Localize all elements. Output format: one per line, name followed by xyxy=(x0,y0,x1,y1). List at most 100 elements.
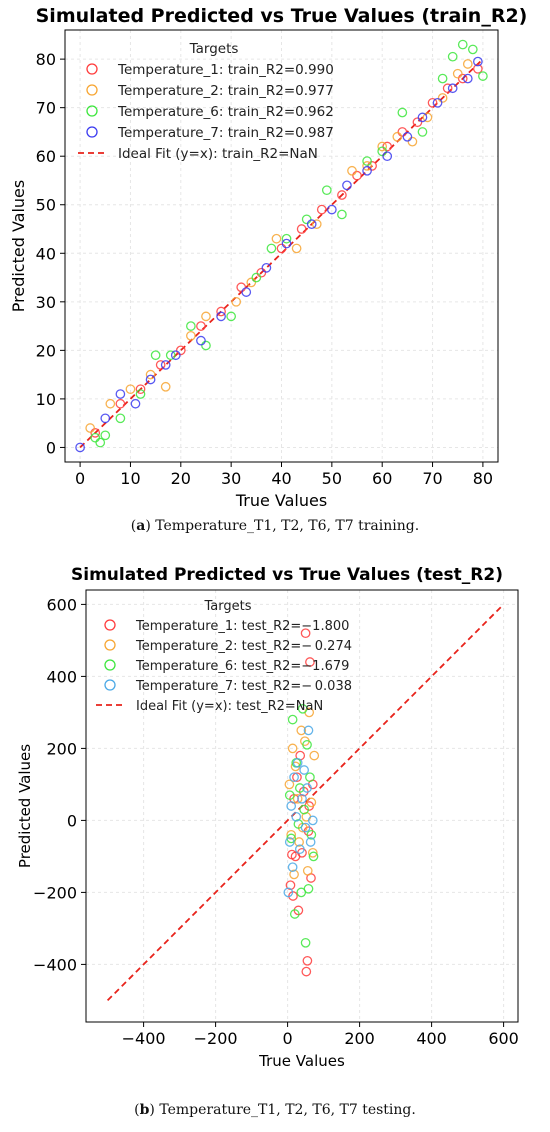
data-point-temperature-6 xyxy=(303,883,314,894)
x-tick-label: 10 xyxy=(120,469,140,488)
data-point-temperature-7 xyxy=(342,180,352,191)
chart-title: Simulated Predicted vs True Values (trai… xyxy=(36,5,528,27)
y-tick-label: 70 xyxy=(36,99,56,118)
data-point-temperature-7 xyxy=(261,262,272,273)
data-point-temperature-1 xyxy=(292,772,302,783)
data-point-temperature-2 xyxy=(392,131,403,142)
data-point-temperature-6 xyxy=(284,790,295,801)
data-point-temperature-6 xyxy=(457,39,468,50)
data-point-temperature-1 xyxy=(337,190,347,200)
data-point-temperature-2 xyxy=(287,743,298,754)
legend-marker xyxy=(86,105,98,117)
data-point-temperature-6 xyxy=(135,389,146,399)
legend: Targets Temperature_1: test_R2=−1.800 Temp… xyxy=(96,599,352,714)
y-tick-label: 400 xyxy=(46,667,77,686)
x-tick-label: 600 xyxy=(488,1029,519,1048)
training-chart: Simulated Predicted vs True Values (trai… xyxy=(0,0,550,510)
testing-chart: Simulated Predicted vs True Values (test… xyxy=(0,560,550,1070)
data-point-temperature-7 xyxy=(382,151,393,162)
y-axis-label: Predicted Values xyxy=(16,744,34,868)
legend: Targets Temperature_1: train_R2=0.990 Temp… xyxy=(78,41,334,162)
y-tick-label: 30 xyxy=(36,293,56,312)
x-tick-label: 40 xyxy=(271,469,291,488)
data-point-temperature-2 xyxy=(85,423,96,433)
legend-entry: Temperature_2: test_R2=− 0.274 xyxy=(135,639,352,654)
data-point-temperature-1 xyxy=(285,880,296,891)
data-point-temperature-1 xyxy=(90,428,101,438)
data-point-temperature-1 xyxy=(196,321,206,331)
data-point-temperature-6 xyxy=(337,209,347,220)
data-point-temperature-6 xyxy=(467,44,478,55)
data-point-temperature-7_test xyxy=(300,822,311,833)
data-point-temperature-1 xyxy=(135,384,146,395)
data-point-temperature-7_test xyxy=(302,783,312,793)
data-point-temperature-2 xyxy=(145,369,156,380)
legend-entry: Temperature_6: train_R2=0.962 xyxy=(117,104,334,120)
legend-marker xyxy=(104,639,116,651)
x-tick-label: 80 xyxy=(473,469,493,488)
data-point-temperature-6 xyxy=(100,430,111,441)
x-tick-label: 200 xyxy=(344,1029,375,1048)
data-point-temperature-2 xyxy=(246,277,257,288)
y-tick-label: 600 xyxy=(46,595,77,614)
data-point-temperature-2 xyxy=(292,793,303,804)
caption-a-text: Temperature_T1, T2, T6, T7 training. xyxy=(155,518,420,534)
data-point-temperature-1 xyxy=(427,97,438,108)
data-point-temperature-1 xyxy=(115,398,126,409)
data-point-temperature-1 xyxy=(305,657,315,667)
y-axis-label: Predicted Values xyxy=(9,180,28,312)
y-tick-label: −400 xyxy=(33,955,77,974)
data-point-temperature-1 xyxy=(442,83,453,94)
data-point-temperature-6 xyxy=(165,350,176,361)
data-point-temperature-2 xyxy=(311,219,322,230)
data-point-temperature-6 xyxy=(478,71,488,81)
data-point-temperature-2 xyxy=(294,837,304,847)
data-point-temperature-6 xyxy=(287,714,298,725)
data-point-temperature-6 xyxy=(300,937,311,948)
data-point-temperature-7_test xyxy=(307,815,318,826)
data-point-temperature-1 xyxy=(236,282,247,293)
data-point-temperature-2 xyxy=(271,233,282,244)
data-point-temperature-2 xyxy=(462,59,473,69)
data-point-temperature-1 xyxy=(397,127,408,137)
data-point-temperature-7 xyxy=(75,442,85,453)
data-point-temperature-7_test xyxy=(303,725,314,736)
x-tick-label: 30 xyxy=(221,469,241,488)
data-point-temperature-2 xyxy=(452,68,463,79)
y-tick-label: 0 xyxy=(46,438,56,457)
caption-b: (b) Temperature_T1, T2, T6, T7 testing. xyxy=(134,1102,416,1118)
data-point-temperature-6 xyxy=(294,783,305,793)
data-point-temperature-2 xyxy=(407,136,418,147)
data-point-temperature-6 xyxy=(297,703,308,714)
chart-title: Simulated Predicted vs True Values (test… xyxy=(71,565,503,585)
y-tick-label: 60 xyxy=(36,147,56,166)
y-tick-label: 20 xyxy=(36,341,56,360)
data-point-temperature-7_test xyxy=(291,811,302,822)
y-tick-label: 50 xyxy=(36,196,56,215)
data-point-temperature-2 xyxy=(302,865,313,876)
x-tick-label: 0 xyxy=(283,1029,293,1048)
data-point-temperature-6 xyxy=(305,772,315,783)
data-point-temperature-1 xyxy=(473,63,483,74)
legend-entry: Temperature_2: train_R2=0.977 xyxy=(117,83,334,99)
x-tick-label: −400 xyxy=(122,1029,166,1048)
data-point-temperature-1 xyxy=(301,966,312,977)
data-point-temperature-6 xyxy=(186,321,196,331)
data-point-temperature-7 xyxy=(281,238,292,249)
data-point-temperature-1 xyxy=(412,117,423,128)
data-point-temperature-1 xyxy=(382,141,393,152)
data-point-temperature-7 xyxy=(241,287,252,297)
legend-marker xyxy=(86,126,98,138)
legend-title: Targets xyxy=(189,41,239,57)
legend-marker xyxy=(86,84,98,96)
data-point-temperature-2 xyxy=(347,165,357,176)
legend-marker xyxy=(104,659,116,671)
data-point-temperature-2 xyxy=(231,296,242,307)
data-point-temperature-2 xyxy=(125,384,136,395)
legend-title: Targets xyxy=(204,599,252,614)
data-point-temperature-2 xyxy=(286,829,297,840)
data-point-temperature-2 xyxy=(437,93,448,103)
data-point-temperature-7 xyxy=(160,360,171,370)
data-point-temperature-7_test xyxy=(286,801,297,811)
data-point-temperature-7 xyxy=(462,73,473,84)
